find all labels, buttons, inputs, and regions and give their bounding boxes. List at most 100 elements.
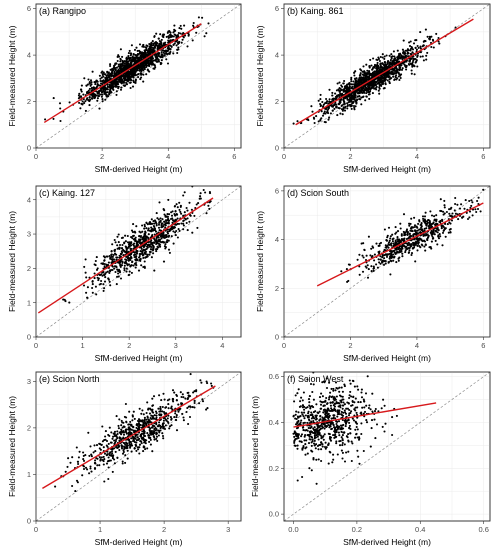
data-point — [142, 450, 145, 453]
data-point — [375, 77, 378, 80]
data-point — [167, 248, 171, 251]
data-point — [395, 241, 398, 244]
data-point — [365, 79, 368, 82]
data-point — [386, 62, 389, 66]
data-point — [158, 243, 161, 246]
data-point — [93, 272, 96, 275]
data-point — [389, 77, 392, 80]
data-point — [93, 467, 97, 470]
data-point — [171, 39, 174, 42]
data-point — [106, 255, 109, 258]
data-point — [401, 67, 404, 70]
data-point — [148, 420, 151, 423]
data-point — [346, 83, 349, 86]
x-axis-title: SfM-derived Height (m) — [343, 353, 431, 363]
panel-title: (c) Kaing. 127 — [39, 188, 95, 198]
data-point — [104, 430, 107, 433]
data-point — [367, 87, 370, 90]
data-point — [128, 270, 131, 273]
data-point — [371, 84, 374, 87]
y-axis-title: Field-measured Height (m) — [255, 25, 265, 126]
data-point — [414, 260, 417, 263]
data-point — [362, 89, 365, 92]
data-point — [427, 225, 430, 228]
data-point — [183, 191, 186, 194]
data-point — [134, 62, 137, 65]
data-point — [99, 89, 102, 92]
data-point — [353, 108, 356, 111]
data-point — [101, 100, 104, 103]
data-point — [406, 247, 409, 250]
panel-title: (b) Kaing. 861 — [287, 6, 344, 16]
data-point — [361, 91, 364, 94]
data-point — [427, 234, 430, 237]
data-point — [356, 258, 359, 261]
data-point — [153, 239, 157, 242]
data-point — [381, 254, 384, 257]
data-point — [98, 464, 101, 467]
data-point — [133, 242, 136, 245]
data-point — [90, 453, 93, 456]
data-point — [339, 87, 342, 91]
data-point — [165, 419, 168, 422]
data-point — [167, 407, 170, 410]
data-point — [159, 33, 162, 36]
data-point — [390, 251, 393, 254]
data-point — [91, 286, 94, 290]
data-point — [403, 232, 406, 235]
data-point — [390, 55, 393, 59]
data-point — [127, 74, 130, 77]
data-point — [410, 252, 414, 255]
data-point — [147, 407, 150, 410]
data-point — [146, 243, 149, 246]
data-point — [130, 271, 133, 274]
data-point — [331, 105, 334, 108]
data-point — [193, 401, 196, 405]
data-point — [166, 215, 170, 218]
data-point — [350, 80, 353, 83]
data-point — [123, 65, 126, 68]
data-point — [131, 414, 134, 417]
data-point — [170, 226, 173, 229]
data-point — [150, 242, 153, 245]
data-point — [137, 269, 141, 272]
data-point — [322, 103, 325, 106]
data-point — [134, 256, 137, 259]
data-point — [402, 39, 405, 42]
x-tick-label: 2 — [348, 341, 352, 350]
data-point — [113, 252, 117, 255]
data-point — [63, 298, 66, 301]
data-point — [95, 80, 98, 83]
data-point — [136, 446, 139, 449]
data-point — [93, 86, 96, 90]
data-point — [133, 254, 136, 257]
data-point — [123, 241, 126, 244]
panel-title: (d) Scion South — [287, 188, 349, 198]
data-point — [424, 28, 427, 31]
data-point — [128, 410, 131, 413]
data-point — [389, 259, 392, 262]
data-point — [399, 76, 402, 80]
data-point — [153, 53, 156, 56]
data-point — [134, 74, 137, 77]
data-point — [369, 58, 372, 61]
data-point — [117, 446, 120, 449]
data-point — [368, 97, 371, 100]
data-point — [118, 439, 121, 442]
data-point — [152, 248, 155, 251]
data-point — [352, 80, 355, 83]
data-point — [154, 46, 157, 49]
data-point — [178, 208, 181, 211]
data-point — [429, 210, 432, 213]
data-point — [113, 72, 116, 75]
data-point — [108, 434, 111, 437]
data-point — [113, 82, 117, 85]
data-point — [154, 410, 158, 413]
data-point — [138, 437, 141, 440]
data-point — [319, 98, 322, 101]
data-point — [320, 110, 323, 113]
data-point — [383, 57, 386, 60]
data-point — [131, 231, 135, 234]
data-point — [337, 94, 340, 97]
data-point — [98, 107, 101, 110]
